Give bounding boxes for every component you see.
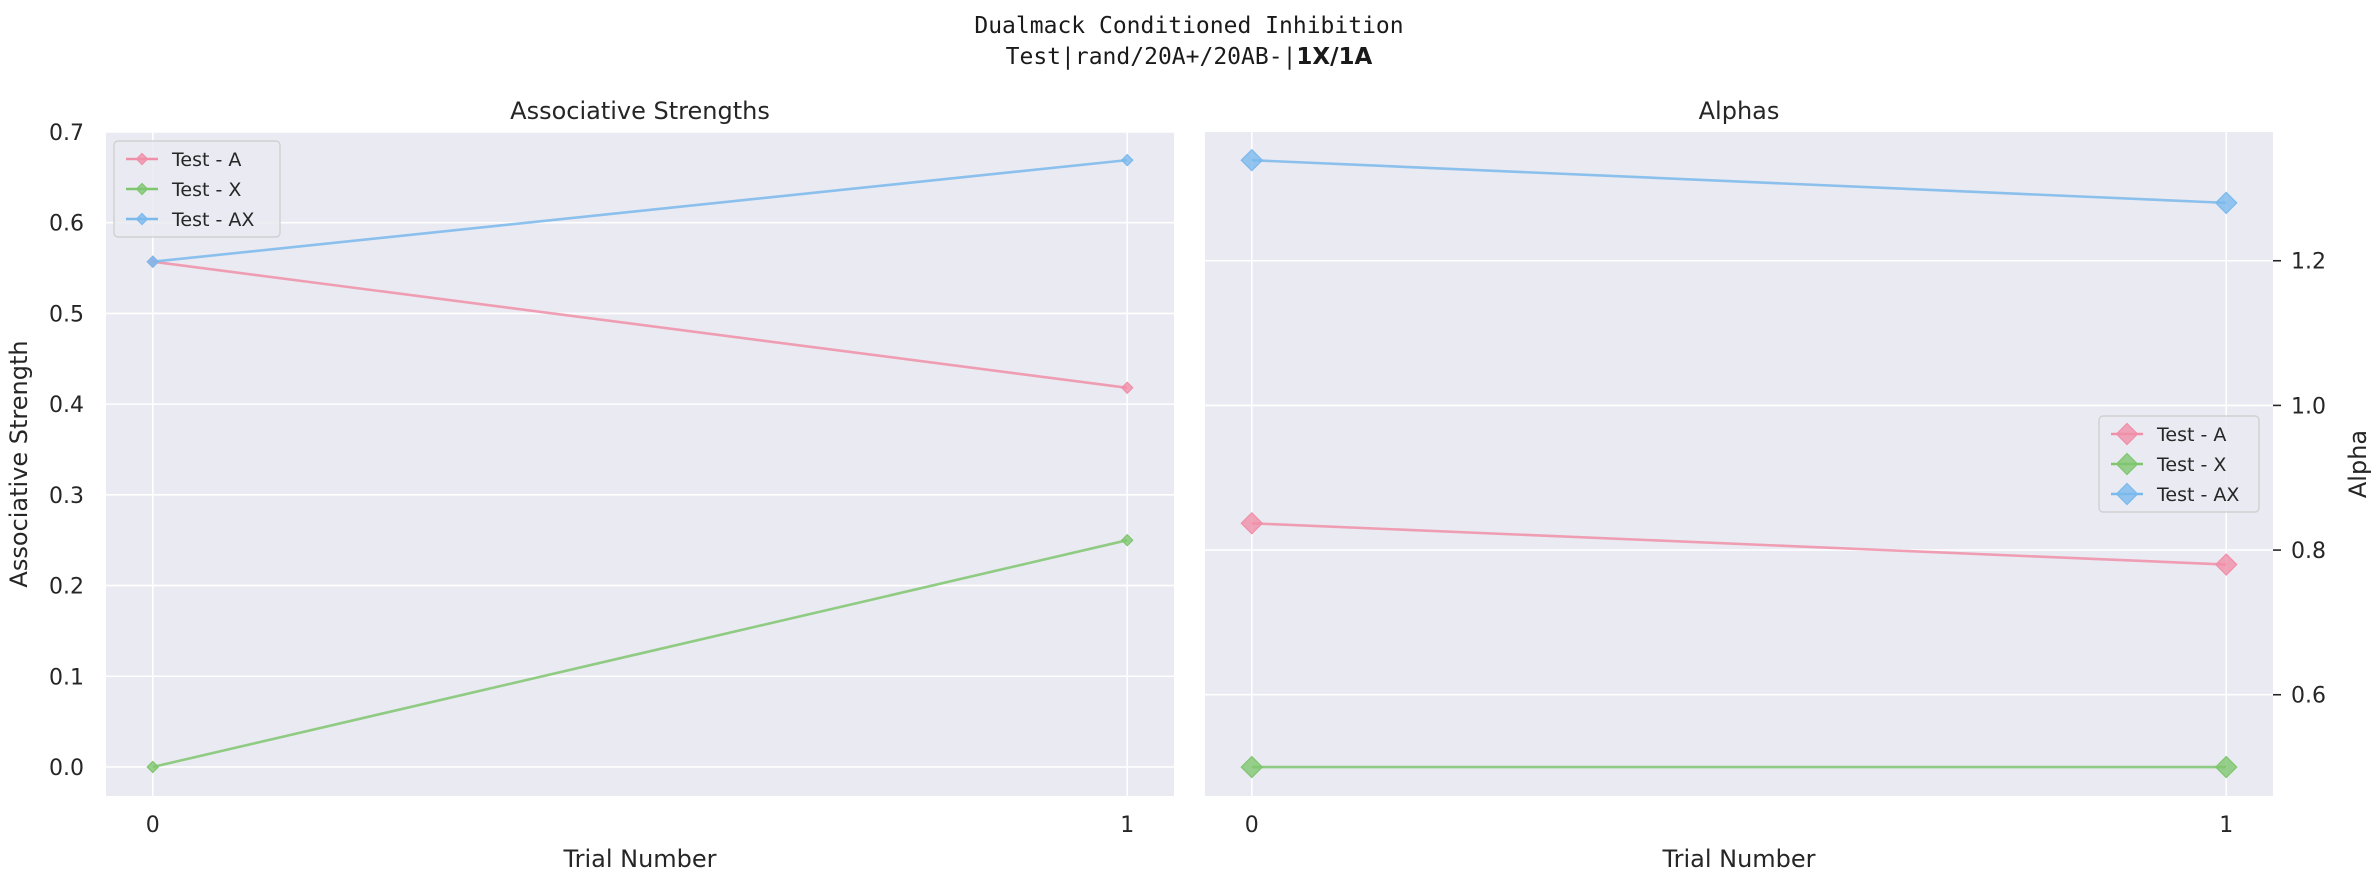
y-axis-label: Associative Strength — [5, 340, 33, 587]
data-point-test-ax — [1120, 153, 1134, 167]
y-tick-label: 1.0 — [2291, 394, 2326, 419]
y-tick-label: 0.1 — [49, 665, 84, 690]
plot-area — [106, 132, 1174, 796]
x-axis-label: Trial Number — [562, 845, 716, 873]
legend-marker-test-x — [2115, 452, 2139, 476]
data-point-test-x — [1240, 755, 1264, 779]
alphas-chart: 0 1 0.6 0.8 1.0 1.2 Alphas Trial Number Alpha Tes… — [1205, 97, 2372, 873]
legend-label-test-a: Test - A — [171, 149, 241, 171]
y-tick-label: 0.3 — [49, 484, 84, 509]
series-line-test-ax — [152, 158, 1128, 264]
series-line-test-a — [152, 260, 1128, 390]
figure-title-line1: Dualmack Conditioned Inhibition — [974, 13, 1403, 39]
legend-box — [113, 140, 281, 238]
data-point-test-a — [2214, 553, 2238, 576]
plot-area — [1205, 132, 2273, 796]
x-tick-label: 1 — [2219, 813, 2233, 838]
legend-label-test-ax: Test - AX — [2156, 484, 2239, 506]
y-tick-label: 0.6 — [2291, 684, 2326, 709]
y-tick-label: 0.5 — [49, 302, 84, 327]
legend-label-test-x: Test - X — [171, 179, 241, 201]
figure-title-line2-bold: 1X/1A — [1296, 44, 1372, 70]
y-tick-label: 0.8 — [2291, 539, 2326, 564]
y-tick-label: 0.7 — [49, 121, 84, 146]
data-point-test-x — [1120, 533, 1134, 547]
x-tick-label: 1 — [1120, 813, 1134, 838]
legend-label-test-ax: Test - AX — [171, 209, 254, 231]
y-tick-label: 0.4 — [49, 393, 84, 418]
legend-marker-test-a — [135, 152, 149, 166]
series-line-test-x — [152, 538, 1128, 769]
y-tick-label: 0.0 — [49, 756, 84, 781]
legend-label-test-x: Test - X — [2156, 454, 2226, 476]
y-tick-label: 0.6 — [49, 212, 84, 237]
legend-marker-test-ax — [2115, 482, 2139, 506]
chart-title: Associative Strengths — [510, 97, 770, 125]
figure-title-line2-prefix: Test|rand/20A+/20AB-| — [1006, 44, 1297, 70]
data-point-test-a — [1120, 381, 1134, 395]
x-tick-label: 0 — [146, 813, 160, 838]
series-line-test-a — [1251, 522, 2227, 566]
legend-marker-test-a — [2115, 422, 2139, 446]
legend-label-test-a: Test - A — [2156, 424, 2226, 446]
y-tick-label: 1.2 — [2291, 250, 2326, 275]
data-point-test-a — [1240, 511, 1264, 535]
x-axis-label: Trial Number — [1661, 845, 1815, 873]
legend-marker-test-x — [135, 182, 149, 196]
data-point-test-x — [146, 760, 160, 774]
chart-title: Alphas — [1699, 97, 1780, 125]
series-line-test-ax — [1251, 158, 2227, 205]
data-point-test-ax — [1240, 148, 1264, 172]
data-point-test-ax — [146, 255, 160, 269]
legend-box — [2098, 415, 2260, 513]
associative-strengths-chart: 0 1 0.0 0.1 0.2 0.3 0.4 0.5 0.6 0.7 Associative St… — [5, 97, 1174, 873]
data-point-test-ax — [2214, 191, 2238, 215]
x-tick-label: 0 — [1245, 813, 1259, 838]
legend-marker-test-ax — [135, 212, 149, 226]
figure-title-line2: Test|rand/20A+/20AB-|1X/1A — [1006, 44, 1373, 70]
y-axis-label: Alpha — [2344, 430, 2372, 498]
data-point-test-x — [2214, 755, 2238, 779]
y-tick-label: 0.2 — [49, 575, 84, 600]
